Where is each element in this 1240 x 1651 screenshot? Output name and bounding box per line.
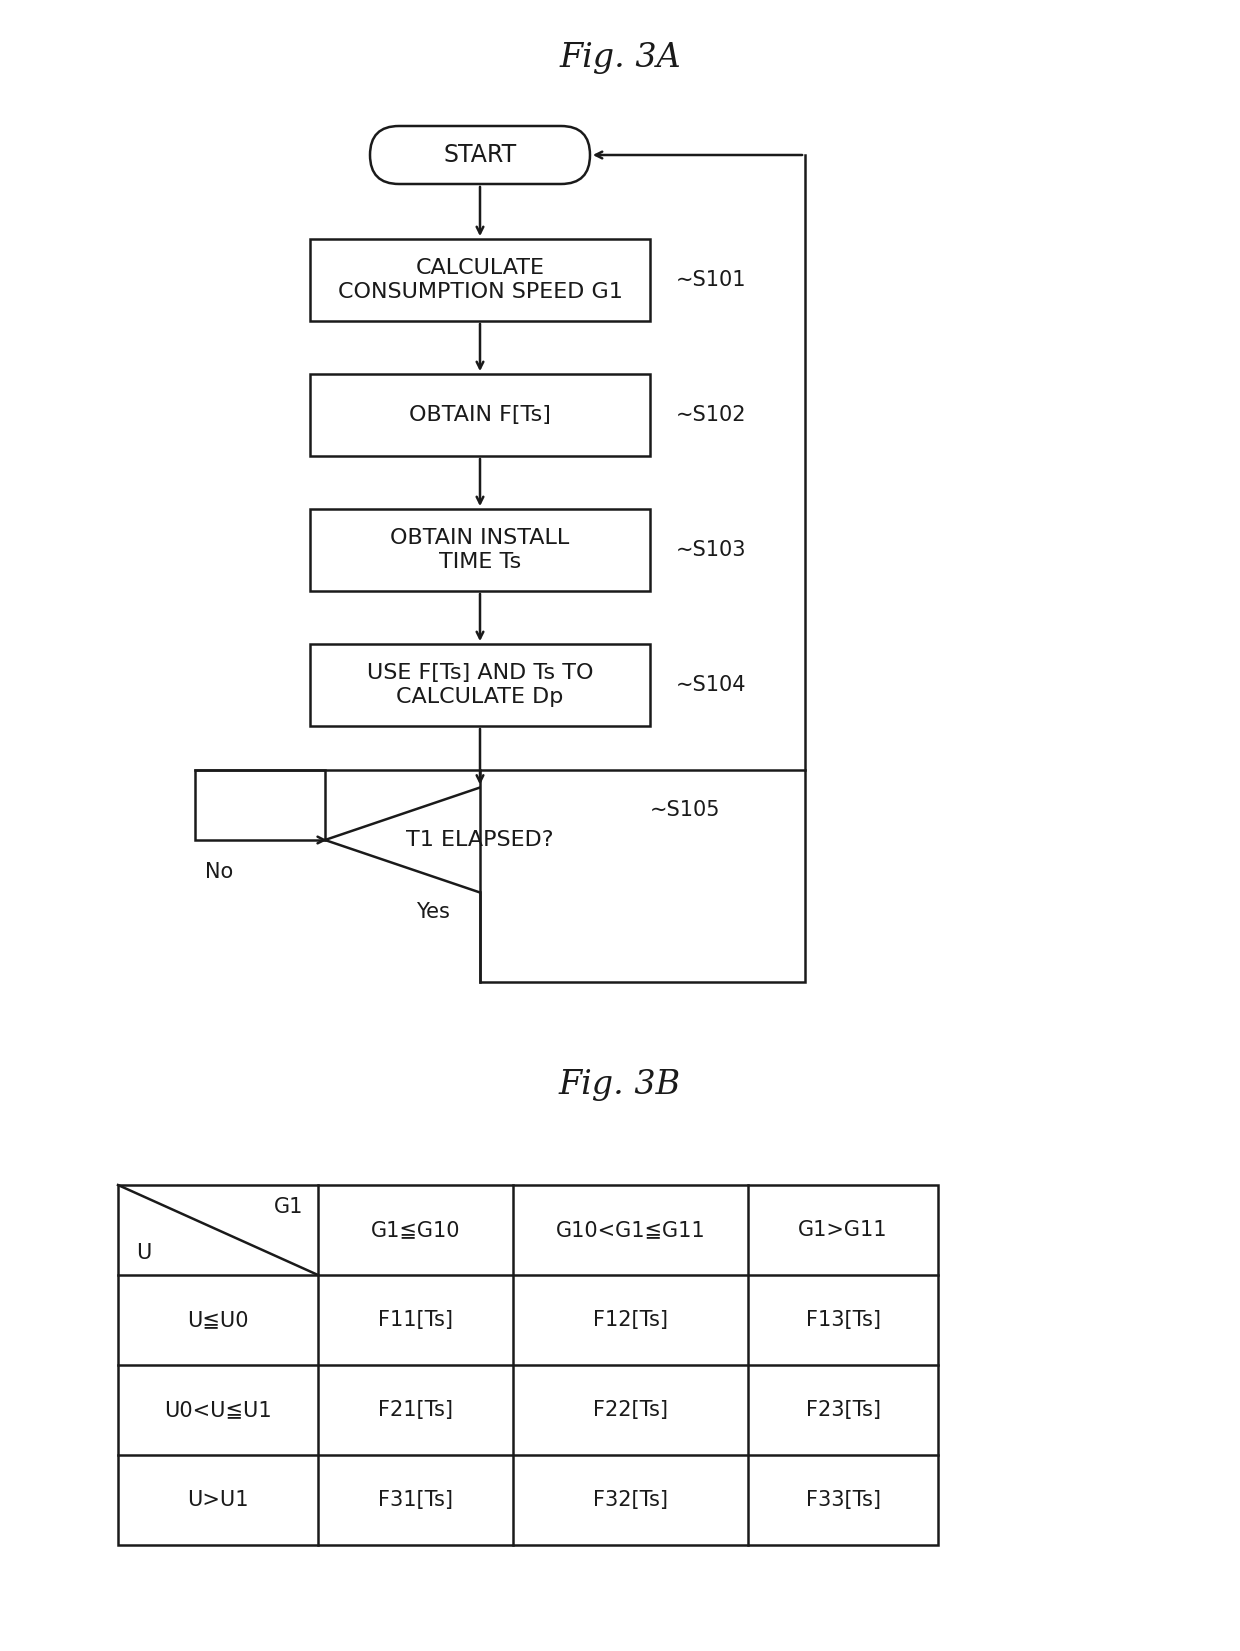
- Text: G1>G11: G1>G11: [799, 1220, 888, 1240]
- Text: F33[Ts]: F33[Ts]: [806, 1489, 880, 1511]
- Text: U: U: [136, 1243, 151, 1263]
- Bar: [310, 375, 650, 456]
- Text: U0<U≦U1: U0<U≦U1: [164, 1400, 272, 1420]
- Polygon shape: [325, 788, 635, 893]
- Text: OBTAIN INSTALL
TIME Ts: OBTAIN INSTALL TIME Ts: [391, 528, 569, 571]
- Bar: [310, 509, 650, 591]
- Text: F13[Ts]: F13[Ts]: [806, 1309, 880, 1331]
- Bar: [480, 769, 805, 982]
- Text: F32[Ts]: F32[Ts]: [593, 1489, 668, 1511]
- Text: Fig. 3B: Fig. 3B: [559, 1068, 681, 1101]
- Bar: [310, 644, 650, 726]
- Text: Yes: Yes: [417, 903, 450, 923]
- Bar: [195, 769, 325, 840]
- Text: G10<G1≦G11: G10<G1≦G11: [556, 1220, 706, 1240]
- Text: Fig. 3A: Fig. 3A: [559, 41, 681, 74]
- Text: OBTAIN F[Ts]: OBTAIN F[Ts]: [409, 404, 551, 424]
- Text: F31[Ts]: F31[Ts]: [378, 1489, 453, 1511]
- Text: ∼S102: ∼S102: [676, 404, 746, 424]
- Text: ∼S101: ∼S101: [676, 271, 746, 291]
- Text: F11[Ts]: F11[Ts]: [378, 1309, 453, 1331]
- Text: F21[Ts]: F21[Ts]: [378, 1400, 453, 1420]
- Text: CALCULATE
CONSUMPTION SPEED G1: CALCULATE CONSUMPTION SPEED G1: [337, 259, 622, 302]
- Text: USE F[Ts] AND Ts TO
CALCULATE Dp: USE F[Ts] AND Ts TO CALCULATE Dp: [367, 664, 593, 707]
- Text: T1 ELAPSED?: T1 ELAPSED?: [407, 830, 554, 850]
- Text: No: No: [205, 862, 233, 882]
- Text: G1: G1: [274, 1197, 303, 1217]
- FancyBboxPatch shape: [370, 125, 590, 183]
- Bar: [310, 239, 650, 320]
- Bar: [118, 1185, 937, 1545]
- Text: F23[Ts]: F23[Ts]: [806, 1400, 880, 1420]
- Text: U>U1: U>U1: [187, 1489, 249, 1511]
- Text: ∼S104: ∼S104: [676, 675, 746, 695]
- Text: U≦U0: U≦U0: [187, 1309, 249, 1331]
- Text: ∼S105: ∼S105: [650, 801, 720, 821]
- Text: F22[Ts]: F22[Ts]: [593, 1400, 668, 1420]
- Text: F12[Ts]: F12[Ts]: [593, 1309, 668, 1331]
- Text: ∼S103: ∼S103: [676, 540, 746, 560]
- Text: G1≦G10: G1≦G10: [371, 1220, 460, 1240]
- Text: START: START: [444, 144, 517, 167]
